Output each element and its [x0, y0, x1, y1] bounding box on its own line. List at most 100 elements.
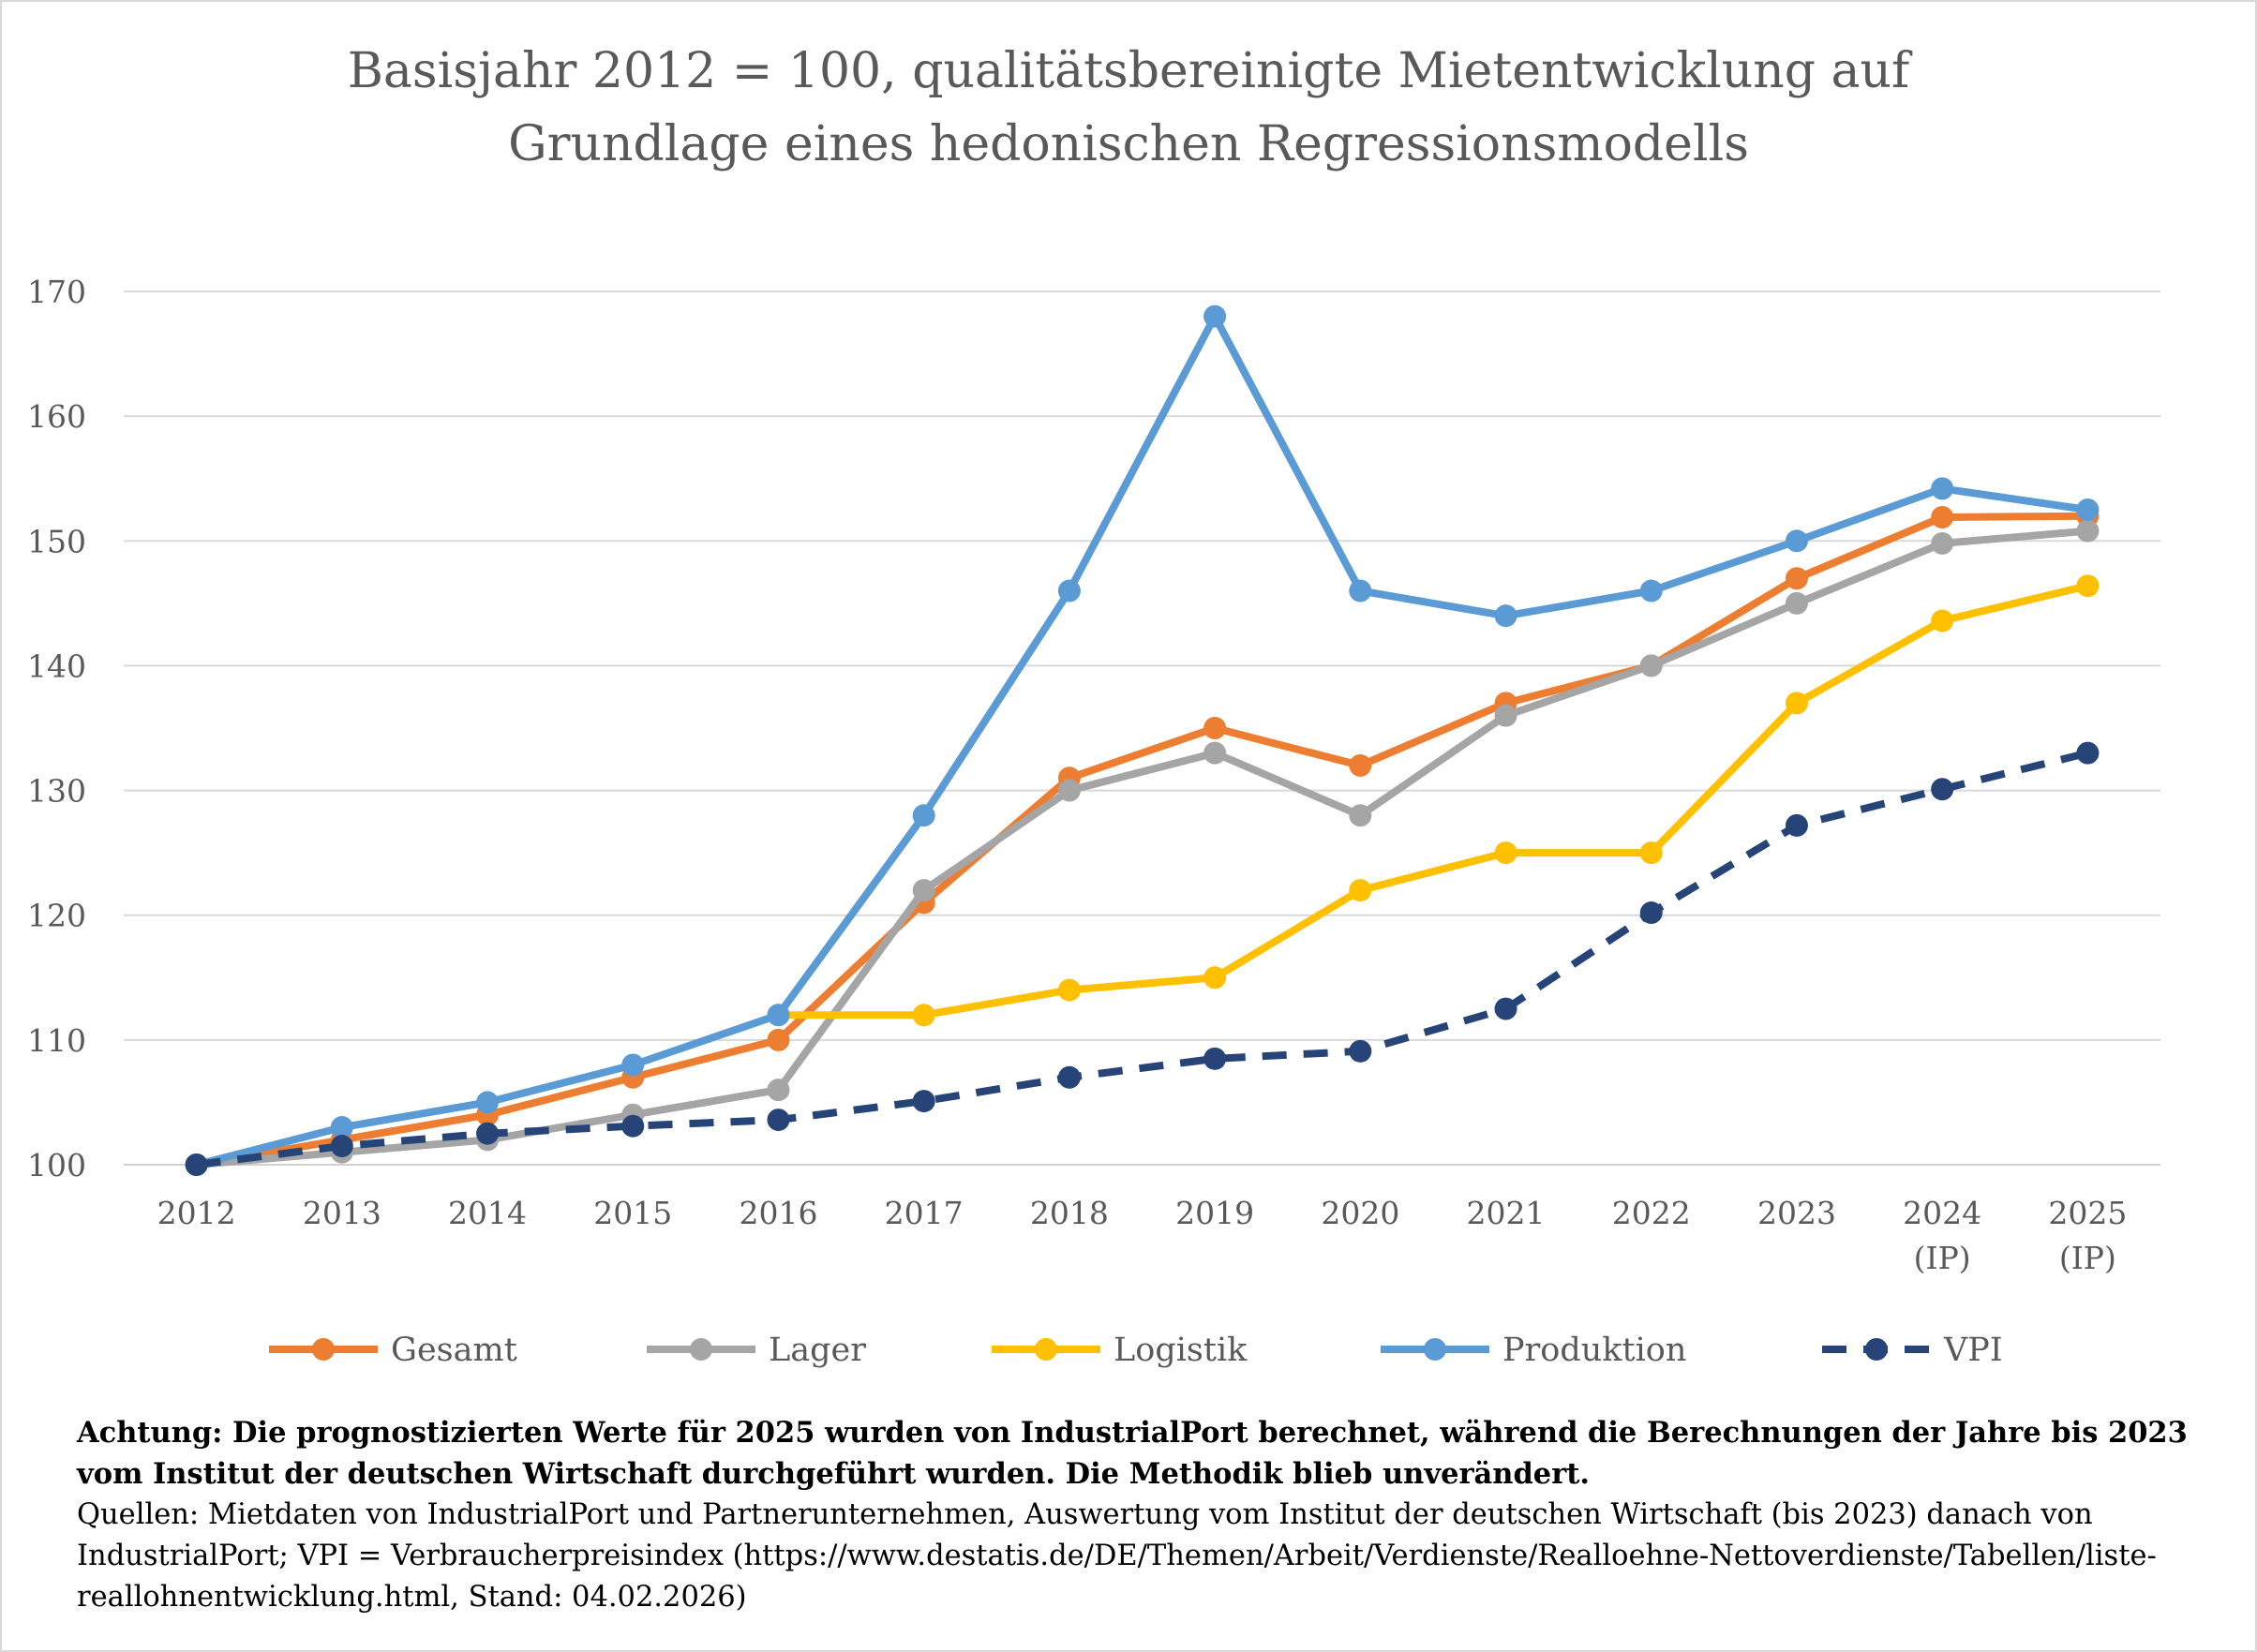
x-tick-label: (IP) — [2059, 1240, 2116, 1276]
data-point — [1203, 966, 1227, 990]
x-tick-label: 2017 — [885, 1195, 964, 1231]
chart-title-line-2: Grundlage eines hedonischen Regressionsm… — [508, 116, 1749, 172]
x-tick-label: 2015 — [593, 1195, 672, 1231]
data-point — [1057, 1065, 1081, 1089]
legend-label: Gesamt — [391, 1332, 517, 1369]
legend: Gesamt Lager Logistik Produktion VPI — [269, 1332, 2003, 1369]
data-point — [2076, 574, 2100, 598]
x-tick-label: 2018 — [1030, 1195, 1109, 1231]
x-tick-label: 2021 — [1467, 1195, 1546, 1231]
y-tick-label: 110 — [27, 1022, 86, 1059]
data-point — [1349, 1039, 1372, 1063]
data-point — [1931, 531, 1954, 555]
gridlines — [124, 290, 2160, 1166]
data-point — [1639, 654, 1663, 677]
series-line — [192, 527, 2092, 1168]
data-point — [1203, 305, 1227, 328]
x-tick-label: 2014 — [448, 1195, 527, 1231]
data-point — [767, 1079, 790, 1102]
legend-item-vpi: VPI — [1822, 1332, 2003, 1369]
y-tick-label: 100 — [27, 1147, 86, 1183]
data-point — [1931, 477, 1954, 500]
data-point — [1494, 604, 1517, 628]
data-point — [2076, 519, 2100, 543]
data-point — [1203, 717, 1227, 739]
data-point — [912, 1004, 935, 1027]
data-point — [1785, 813, 1808, 837]
data-point — [1639, 841, 1663, 865]
sources-note: Quellen: Mietdaten von IndustrialPort un… — [77, 1498, 2157, 1614]
data-point — [1203, 1047, 1227, 1070]
legend-item-logistik: Logistik — [992, 1332, 1248, 1369]
x-tick-label: 2020 — [1321, 1195, 1399, 1231]
data-point — [1349, 753, 1372, 777]
data-point — [1639, 579, 1663, 603]
data-point — [621, 1053, 645, 1077]
series-line — [192, 512, 2092, 1168]
y-axis-ticks: 100 110 120 130 140 150 160 170 — [27, 274, 86, 1183]
data-point — [330, 1135, 353, 1158]
data-point — [1639, 901, 1663, 925]
data-point — [1931, 505, 1954, 528]
series-produktion — [185, 305, 2100, 1176]
x-tick-label: 2023 — [1757, 1195, 1836, 1231]
data-point — [1349, 804, 1372, 827]
x-tick-label: 2012 — [157, 1195, 236, 1231]
series-gesamt — [185, 504, 2100, 1176]
legend-marker — [1035, 1338, 1057, 1361]
data-point — [767, 1109, 790, 1132]
data-point — [476, 1091, 500, 1114]
y-tick-label: 130 — [27, 773, 86, 810]
data-point — [912, 879, 935, 902]
legend-item-lager: Lager — [647, 1332, 866, 1369]
data-point — [1494, 997, 1517, 1020]
data-point — [767, 1028, 790, 1051]
x-tick-label: 2022 — [1612, 1195, 1691, 1231]
legend-marker — [1424, 1338, 1446, 1361]
y-tick-label: 160 — [27, 398, 86, 435]
data-point — [1349, 879, 1372, 902]
data-point — [330, 1116, 353, 1139]
data-point — [1494, 841, 1517, 865]
legend-item-produktion: Produktion — [1381, 1332, 1686, 1369]
x-tick-label: 2024 — [1903, 1195, 1981, 1231]
y-tick-label: 120 — [27, 898, 86, 934]
data-point — [1785, 567, 1808, 590]
data-point — [185, 1153, 208, 1176]
data-point — [1785, 529, 1808, 553]
legend-marker — [312, 1338, 335, 1361]
legend-label: VPI — [1943, 1332, 2003, 1369]
x-tick-label: 2013 — [303, 1195, 381, 1231]
data-point — [476, 1122, 500, 1145]
data-point — [1785, 692, 1808, 715]
series-line — [196, 749, 2089, 1168]
legend-label: Produktion — [1502, 1332, 1686, 1369]
data-point — [1057, 579, 1081, 603]
x-tick-label: (IP) — [1914, 1240, 1971, 1276]
data-point — [1494, 704, 1517, 727]
x-tick-label: 2019 — [1175, 1195, 1254, 1231]
chart-notes: Achtung: Die prognostizierten Werte für … — [77, 1412, 2195, 1618]
data-point — [1349, 579, 1372, 603]
data-point — [767, 1004, 790, 1027]
data-point — [1057, 779, 1081, 802]
data-point — [2076, 741, 2100, 765]
legend-item-gesamt: Gesamt — [269, 1332, 517, 1369]
data-point — [1931, 609, 1954, 633]
series-lines — [185, 305, 2100, 1176]
y-tick-label: 150 — [27, 523, 86, 559]
legend-marker — [690, 1338, 712, 1361]
data-point — [621, 1114, 645, 1138]
legend-label: Logistik — [1114, 1332, 1248, 1369]
data-point — [1057, 978, 1081, 1002]
data-point — [912, 804, 935, 827]
x-tick-label: 2025 — [2048, 1195, 2127, 1231]
data-point — [1785, 591, 1808, 615]
y-tick-label: 140 — [27, 647, 86, 684]
warning-note: Achtung: Die prognostizierten Werte für … — [77, 1416, 2188, 1491]
series-line — [774, 582, 2092, 1019]
legend-marker — [1865, 1338, 1888, 1361]
data-point — [1931, 778, 1954, 801]
